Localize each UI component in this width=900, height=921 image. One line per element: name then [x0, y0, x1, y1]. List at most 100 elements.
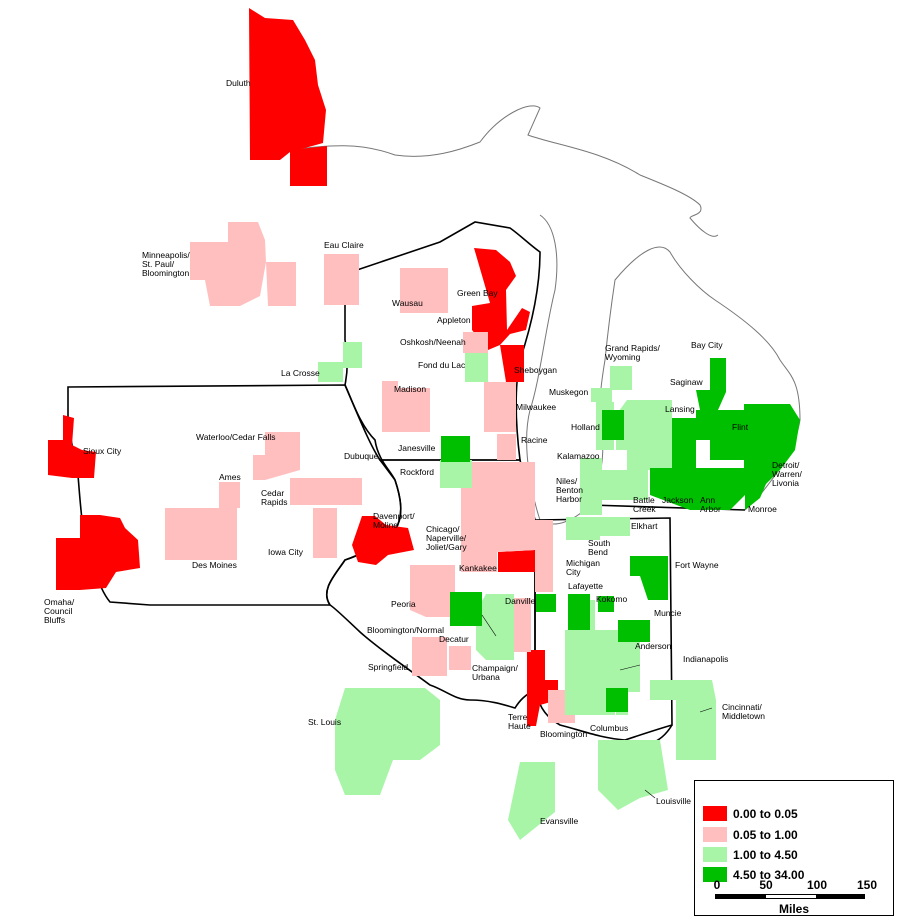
city-labels: Duluth Minneapolis/ St. Paul/ Bloomingto…: [44, 78, 803, 826]
label-terre-haute-2: Haute: [508, 721, 531, 731]
legend-label: 0.00 to 0.05: [733, 807, 798, 821]
label-detroit-2: Warren/: [772, 469, 803, 479]
label-danville: Danville: [505, 596, 536, 606]
label-dubuque: Dubuque: [344, 451, 379, 461]
label-chicago-3: Joliet/Gary: [426, 542, 467, 552]
class-pink: [165, 222, 575, 723]
class-darkgreen: [441, 358, 800, 712]
scale-seg: [816, 895, 864, 898]
scale-seg: [716, 895, 766, 898]
label-detroit-3: Livonia: [772, 478, 799, 488]
label-south-bend-1: South: [588, 538, 610, 548]
label-fond-du-lac: Fond du Lac: [418, 360, 466, 370]
label-omaha-3: Bluffs: [44, 615, 65, 625]
label-minneapolis-2: St. Paul/: [142, 259, 175, 269]
label-kokomo: Kokomo: [596, 594, 627, 604]
label-champaign-1: Champaign/: [472, 663, 518, 673]
label-niles-2: Benton: [556, 485, 583, 495]
label-cedar-1: Cedar: [261, 488, 284, 498]
label-bloomington-in: Bloomington: [540, 729, 588, 739]
label-milwaukee: Milwaukee: [516, 402, 556, 412]
label-indianapolis: Indianapolis: [683, 654, 728, 664]
label-cincinnati-1: Cincinnati/: [722, 702, 762, 712]
scale-unit: Miles: [778, 902, 809, 916]
label-michigan-city-1: Michigan: [566, 558, 600, 568]
scale-bar: [715, 894, 865, 899]
scale-tick-150: 150: [856, 878, 878, 892]
label-green-bay: Green Bay: [457, 288, 498, 298]
scale-tick-50: 50: [759, 878, 773, 892]
class-lightgreen: [318, 342, 716, 840]
label-chicago-1: Chicago/: [426, 524, 460, 534]
label-louisville: Louisville: [656, 796, 691, 806]
label-decatur: Decatur: [439, 634, 469, 644]
label-omaha-1: Omaha/: [44, 597, 75, 607]
label-grand-rapids-1: Grand Rapids/: [605, 343, 660, 353]
label-monroe: Monroe: [748, 504, 777, 514]
label-ames: Ames: [219, 472, 241, 482]
label-kankakee: Kankakee: [459, 563, 497, 573]
legend-swatch: [703, 847, 727, 862]
state-borders: [67, 221, 746, 746]
label-davenport-1: Davenport/: [373, 511, 415, 521]
label-minneapolis-3: Bloomington: [142, 268, 190, 278]
label-columbus: Columbus: [590, 723, 628, 733]
label-la-crosse: La Crosse: [281, 368, 320, 378]
scale-tick-100: 100: [806, 878, 828, 892]
label-des-moines: Des Moines: [192, 560, 237, 570]
label-iowa-city: Iowa City: [268, 547, 304, 557]
scale-tick-0: 0: [713, 878, 721, 892]
label-minneapolis-1: Minneapolis/: [142, 250, 190, 260]
label-elkhart: Elkhart: [631, 521, 658, 531]
label-jackson: Jackson: [662, 495, 693, 505]
legend-swatch: [703, 806, 727, 821]
label-racine: Racine: [521, 435, 548, 445]
legend-label: 4.50 to 34.00: [733, 868, 805, 882]
scale-seg: [766, 895, 816, 898]
label-cedar-2: Rapids: [261, 497, 287, 507]
label-terre-haute-1: Terre: [508, 712, 528, 722]
label-battle-creek-2: Creek: [633, 504, 656, 514]
legend-swatch: [703, 827, 727, 842]
class-red: [48, 8, 558, 726]
legend: 0.00 to 0.05 0.05 to 1.00 1.00 to 4.50 4…: [694, 780, 894, 916]
label-evansville: Evansville: [540, 816, 579, 826]
label-lafayette: Lafayette: [568, 581, 603, 591]
label-muskegon: Muskegon: [549, 387, 588, 397]
label-detroit-1: Detroit/: [772, 460, 800, 470]
region-outline: [287, 105, 801, 525]
label-omaha-2: Council: [44, 606, 72, 616]
label-st-louis: St. Louis: [308, 717, 341, 727]
label-grand-rapids-2: Wyoming: [605, 352, 641, 362]
label-bay-city: Bay City: [691, 340, 723, 350]
label-battle-creek-1: Battle: [633, 495, 655, 505]
label-waterloo: Waterloo/Cedar Falls: [196, 432, 276, 442]
label-peoria: Peoria: [391, 599, 416, 609]
label-south-bend-2: Bend: [588, 547, 608, 557]
label-flint: Flint: [732, 422, 749, 432]
label-ann-arbor-1: Ann: [700, 495, 715, 505]
legend-label: 0.05 to 1.00: [733, 828, 798, 842]
leader-lines: [481, 614, 713, 799]
label-oshkosh: Oshkosh/Neenah: [400, 337, 466, 347]
label-cincinnati-2: Middletown: [722, 711, 765, 721]
label-saginaw: Saginaw: [670, 377, 703, 387]
label-muncie: Muncie: [654, 608, 682, 618]
label-madison: Madison: [394, 384, 426, 394]
label-champaign-2: Urbana: [472, 672, 500, 682]
label-springfield: Springfield: [368, 662, 408, 672]
label-duluth: Duluth: [226, 78, 251, 88]
label-lansing: Lansing: [665, 404, 695, 414]
label-chicago-2: Naperville/: [426, 533, 467, 543]
label-anderson: Anderson: [635, 641, 672, 651]
label-holland: Holland: [571, 422, 600, 432]
label-ann-arbor-2: Arbor: [700, 504, 721, 514]
label-davenport-2: Moline: [373, 520, 398, 530]
label-bloomington-normal: Bloomington/Normal: [367, 625, 444, 635]
label-kalamazoo: Kalamazoo: [557, 451, 600, 461]
label-wausau: Wausau: [392, 298, 423, 308]
legend-label: 1.00 to 4.50: [733, 848, 798, 862]
label-fort-wayne: Fort Wayne: [675, 560, 719, 570]
label-niles-1: Niles/: [556, 476, 578, 486]
